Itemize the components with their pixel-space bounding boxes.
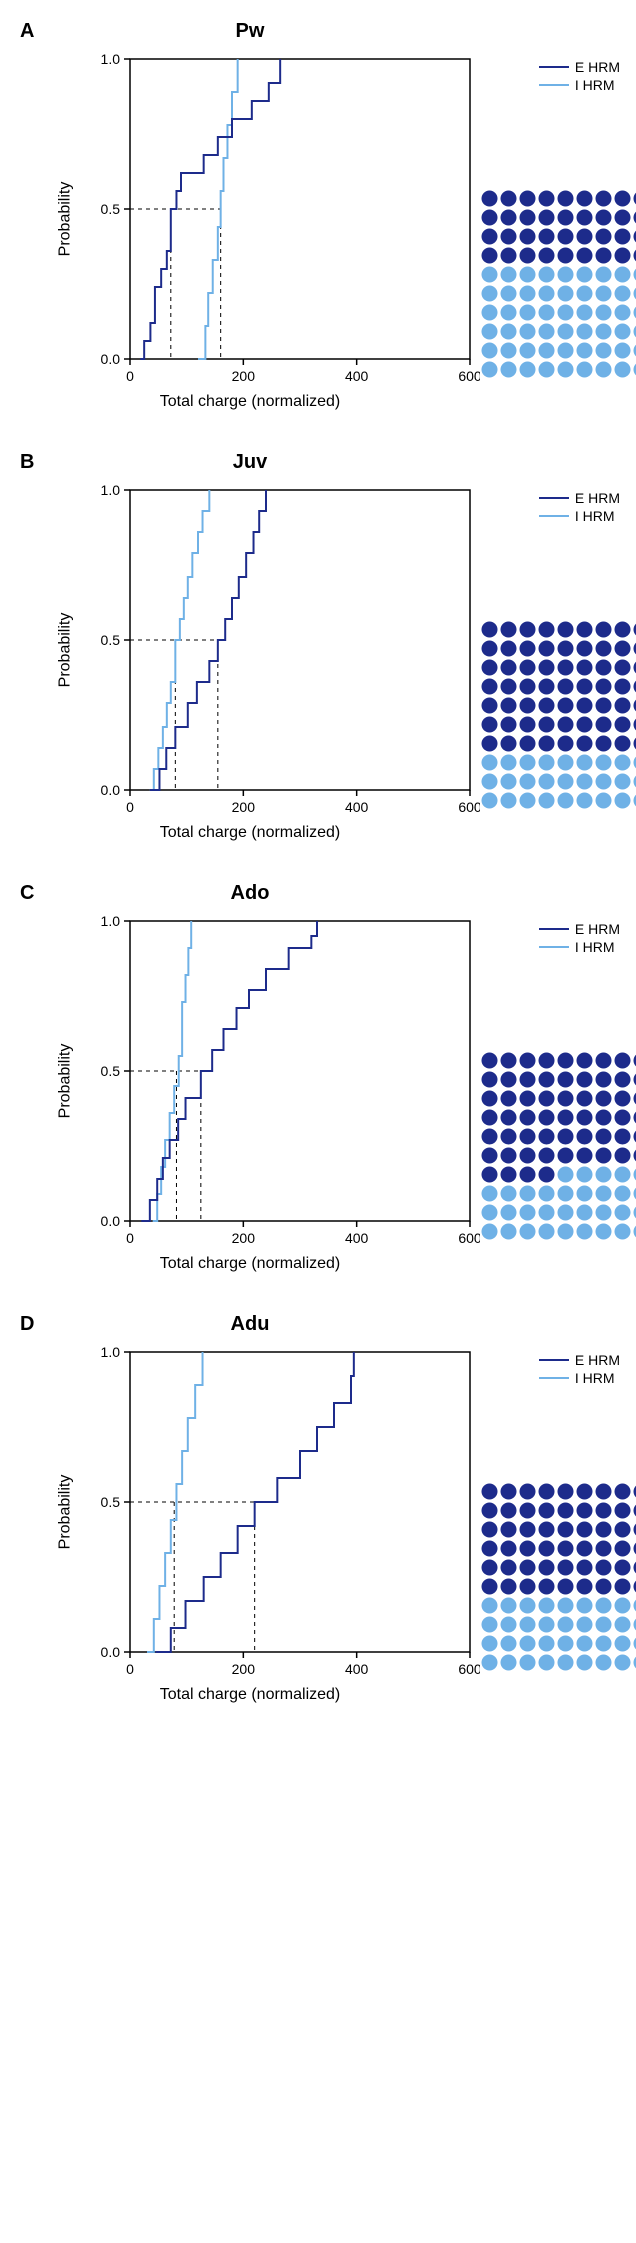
svg-text:0: 0 xyxy=(126,1230,134,1246)
panel-title: Ado xyxy=(80,882,420,905)
svg-text:0: 0 xyxy=(126,1661,134,1677)
legend: E HRM I HRM xyxy=(539,59,620,95)
legend-label: I HRM xyxy=(575,1370,615,1386)
svg-text:1.0: 1.0 xyxy=(101,51,121,67)
svg-text:1.0: 1.0 xyxy=(101,913,121,929)
svg-text:200: 200 xyxy=(232,1230,256,1246)
panel-letter: B xyxy=(20,451,34,474)
panel-D: DAdu02004006000.00.51.0ProbabilityE HRMI… xyxy=(20,1313,616,1704)
svg-text:0.5: 0.5 xyxy=(101,201,121,217)
panel-letter: D xyxy=(20,1313,34,1336)
legend: E HRM I HRM xyxy=(539,490,620,526)
legend-item: I HRM xyxy=(539,1370,620,1386)
chart-area: 02004006000.00.51.0ProbabilityE HRMI HRM xyxy=(80,49,480,389)
svg-text:0: 0 xyxy=(126,799,134,815)
svg-text:0.0: 0.0 xyxy=(101,1644,121,1660)
svg-text:600: 600 xyxy=(458,799,480,815)
panel-title: Pw xyxy=(80,20,420,43)
legend-label: E HRM xyxy=(575,921,620,937)
legend: E HRM I HRM xyxy=(539,921,620,957)
legend: E HRM I HRM xyxy=(539,1352,620,1388)
panel-B: BJuv02004006000.00.51.0ProbabilityE HRMI… xyxy=(20,451,616,842)
svg-text:400: 400 xyxy=(345,1661,369,1677)
legend-item: I HRM xyxy=(539,77,620,93)
legend-item: I HRM xyxy=(539,508,620,524)
proportion-dot-grid xyxy=(480,1051,636,1241)
y-axis-label: Probability xyxy=(56,1475,74,1550)
svg-text:600: 600 xyxy=(458,368,480,384)
legend-swatch xyxy=(539,1359,569,1361)
legend-label: E HRM xyxy=(575,59,620,75)
svg-text:0: 0 xyxy=(126,368,134,384)
panel-title: Adu xyxy=(80,1313,420,1336)
legend-label: I HRM xyxy=(575,77,615,93)
chart-area: 02004006000.00.51.0ProbabilityE HRMI HRM xyxy=(80,911,480,1251)
legend-item: E HRM xyxy=(539,921,620,937)
svg-text:0.5: 0.5 xyxy=(101,1494,121,1510)
panel-A: APw02004006000.00.51.0ProbabilityE HRMI … xyxy=(20,20,616,411)
svg-text:200: 200 xyxy=(232,799,256,815)
legend-label: I HRM xyxy=(575,508,615,524)
x-axis-label: Total charge (normalized) xyxy=(80,393,420,411)
x-axis-label: Total charge (normalized) xyxy=(80,1686,420,1704)
proportion-dot-grid xyxy=(480,1482,636,1672)
svg-text:400: 400 xyxy=(345,799,369,815)
svg-text:200: 200 xyxy=(232,368,256,384)
svg-text:600: 600 xyxy=(458,1661,480,1677)
y-axis-label: Probability xyxy=(56,1044,74,1119)
panel-letter: A xyxy=(20,20,34,43)
y-axis-label: Probability xyxy=(56,182,74,257)
svg-text:0.5: 0.5 xyxy=(101,1063,121,1079)
chart-area: 02004006000.00.51.0ProbabilityE HRMI HRM xyxy=(80,1342,480,1682)
legend-swatch xyxy=(539,515,569,517)
legend-label: E HRM xyxy=(575,1352,620,1368)
proportion-dot-grid xyxy=(480,620,636,810)
panel-title: Juv xyxy=(80,451,420,474)
svg-text:600: 600 xyxy=(458,1230,480,1246)
x-axis-label: Total charge (normalized) xyxy=(80,1255,420,1273)
legend-item: E HRM xyxy=(539,1352,620,1368)
svg-text:1.0: 1.0 xyxy=(101,482,121,498)
legend-item: E HRM xyxy=(539,59,620,75)
svg-text:0.0: 0.0 xyxy=(101,1213,121,1229)
svg-text:200: 200 xyxy=(232,1661,256,1677)
legend-swatch xyxy=(539,946,569,948)
proportion-dot-grid xyxy=(480,189,636,379)
y-axis-label: Probability xyxy=(56,613,74,688)
legend-label: E HRM xyxy=(575,490,620,506)
x-axis-label: Total charge (normalized) xyxy=(80,824,420,842)
svg-text:0.0: 0.0 xyxy=(101,782,121,798)
legend-swatch xyxy=(539,928,569,930)
chart-area: 02004006000.00.51.0ProbabilityE HRMI HRM xyxy=(80,480,480,820)
panel-letter: C xyxy=(20,882,34,905)
legend-swatch xyxy=(539,66,569,68)
svg-text:1.0: 1.0 xyxy=(101,1344,121,1360)
legend-swatch xyxy=(539,1377,569,1379)
svg-text:400: 400 xyxy=(345,368,369,384)
svg-text:0.0: 0.0 xyxy=(101,351,121,367)
legend-swatch xyxy=(539,497,569,499)
svg-text:400: 400 xyxy=(345,1230,369,1246)
svg-text:0.5: 0.5 xyxy=(101,632,121,648)
legend-item: E HRM xyxy=(539,490,620,506)
legend-label: I HRM xyxy=(575,939,615,955)
legend-swatch xyxy=(539,84,569,86)
legend-item: I HRM xyxy=(539,939,620,955)
panel-C: CAdo02004006000.00.51.0ProbabilityE HRMI… xyxy=(20,882,616,1273)
